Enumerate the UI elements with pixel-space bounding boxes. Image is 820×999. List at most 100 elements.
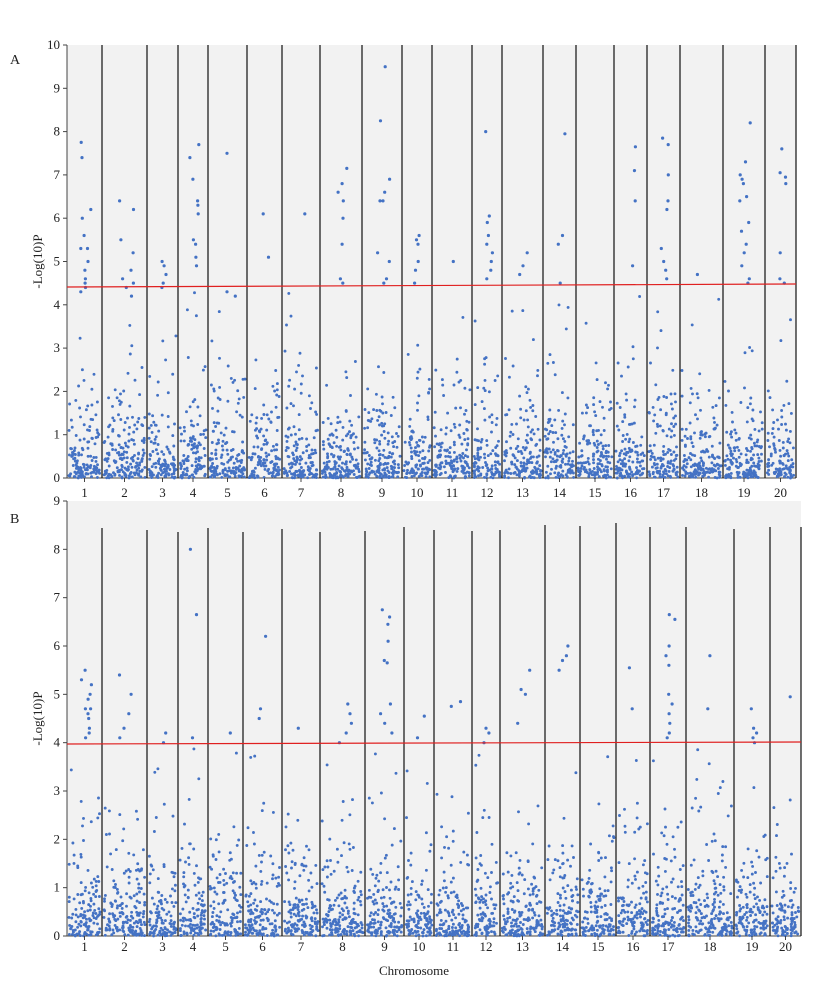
snp-point (297, 910, 301, 914)
snp-point (656, 456, 660, 460)
snp-point (162, 452, 166, 456)
snp-point (507, 476, 510, 480)
snp-point (479, 898, 483, 902)
snp-point (156, 443, 160, 446)
snp-point (324, 475, 328, 479)
snp-point (392, 912, 396, 916)
snp-point (519, 921, 522, 924)
snp-point (379, 923, 383, 927)
snp-point (689, 472, 693, 476)
snp-point (757, 456, 761, 460)
peak-point (85, 246, 90, 251)
snp-point (496, 460, 500, 464)
snp-point (339, 933, 343, 936)
snp-point (359, 870, 363, 874)
snp-point (652, 419, 656, 423)
snp-point (561, 909, 565, 913)
snp-point (127, 881, 131, 885)
snp-point (184, 860, 187, 864)
snp-point (320, 819, 324, 823)
snp-point (394, 771, 398, 775)
snp-point (576, 900, 580, 904)
snp-point (219, 431, 223, 435)
snp-point (211, 462, 215, 465)
snp-point (536, 804, 540, 808)
snp-point (665, 434, 669, 438)
snp-point (744, 471, 747, 475)
snp-point (126, 465, 130, 469)
snp-point (556, 859, 560, 863)
snp-point (168, 921, 172, 925)
snp-point (169, 462, 173, 466)
snp-point (192, 424, 195, 428)
snp-point (564, 453, 568, 457)
snp-point (652, 462, 656, 465)
snp-point (301, 923, 304, 927)
snp-point (209, 904, 213, 908)
snp-point (651, 405, 655, 409)
snp-point (181, 471, 185, 475)
snp-point (544, 455, 547, 459)
snp-point (218, 356, 221, 360)
snp-point (725, 430, 729, 434)
snp-point (378, 472, 382, 476)
snp-point (592, 467, 596, 470)
snp-point (218, 915, 221, 919)
snp-point (408, 443, 412, 447)
snp-point (494, 423, 498, 427)
snp-point (329, 859, 332, 862)
snp-point (773, 446, 777, 450)
snp-point (696, 396, 700, 400)
snp-point (575, 887, 578, 891)
snp-point (94, 472, 98, 475)
snp-point (747, 468, 751, 472)
y-tick-label: 0 (54, 928, 61, 943)
snp-point (668, 461, 672, 465)
snp-point (336, 929, 340, 933)
snp-point (333, 898, 337, 902)
snp-point (121, 921, 125, 925)
snp-point (130, 465, 134, 469)
snp-point (442, 879, 446, 883)
snp-point (69, 927, 73, 931)
snp-point (139, 475, 143, 479)
snp-point (152, 931, 156, 935)
snp-point (136, 817, 140, 821)
snp-point (753, 464, 756, 468)
snp-point (251, 931, 255, 935)
peak-point (303, 212, 307, 216)
snp-point (229, 376, 233, 380)
snp-point (459, 378, 463, 382)
snp-point (298, 470, 302, 474)
snp-point (538, 933, 542, 937)
snp-point (312, 474, 316, 478)
snp-point (537, 888, 541, 892)
snp-point (557, 408, 561, 412)
snp-point (237, 926, 241, 930)
peak-point (422, 714, 426, 718)
snp-point (372, 408, 376, 412)
snp-point (307, 889, 311, 893)
snp-point (492, 930, 496, 934)
snp-point (75, 932, 79, 936)
snp-point (363, 448, 367, 452)
snp-point (113, 461, 117, 464)
snp-point (164, 358, 168, 362)
snp-point (233, 891, 236, 895)
snp-point (621, 440, 625, 443)
snp-point (504, 468, 508, 472)
snp-point (455, 469, 459, 473)
snp-point (229, 931, 233, 935)
snp-point (600, 463, 604, 467)
snp-point (309, 871, 313, 875)
snp-point (476, 427, 479, 431)
snp-point (558, 866, 562, 870)
snp-point (552, 440, 555, 444)
snp-point (689, 458, 693, 462)
snp-point (170, 887, 174, 891)
snp-point (80, 892, 84, 896)
snp-point (509, 886, 513, 890)
snp-point (236, 389, 240, 393)
snp-point (322, 884, 326, 888)
snp-point (480, 931, 484, 935)
